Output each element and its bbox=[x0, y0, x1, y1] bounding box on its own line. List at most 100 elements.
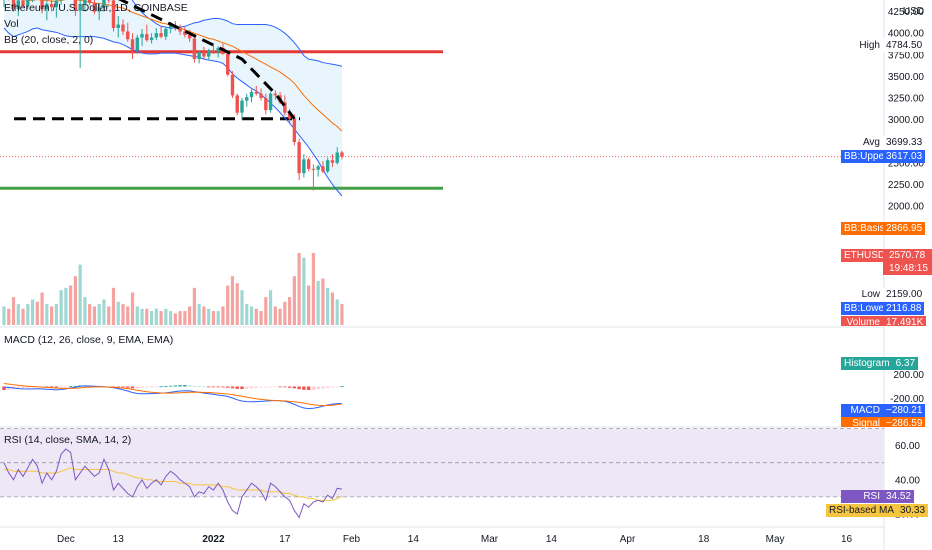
candle[interactable] bbox=[340, 150, 344, 160]
candle[interactable] bbox=[159, 25, 163, 39]
candle-body bbox=[330, 160, 335, 163]
bb-legend[interactable]: BB (20, close, 2, 0) bbox=[4, 34, 94, 46]
candle[interactable] bbox=[211, 44, 216, 54]
candle-body bbox=[149, 37, 154, 41]
bb-lower-line bbox=[3, 27, 343, 197]
candle[interactable] bbox=[330, 154, 335, 168]
candle-body bbox=[154, 33, 159, 38]
volume-bar bbox=[240, 290, 244, 325]
candle-body bbox=[78, 3, 82, 11]
candle[interactable] bbox=[240, 98, 244, 120]
candle[interactable] bbox=[306, 157, 311, 172]
candle[interactable] bbox=[130, 33, 135, 60]
candle[interactable] bbox=[97, 2, 101, 21]
candle[interactable] bbox=[26, 0, 30, 10]
candle[interactable] bbox=[192, 34, 197, 63]
ethusd-tag[interactable]: ETHUSD 2570.78 19:48:15 bbox=[841, 249, 932, 275]
price-tick-label: 2000.00 bbox=[888, 202, 925, 213]
candle[interactable] bbox=[259, 88, 263, 101]
candle[interactable] bbox=[121, 19, 125, 35]
volume-bar bbox=[164, 308, 168, 325]
candle-body bbox=[283, 102, 287, 113]
high-value: 4784.50 bbox=[883, 39, 926, 52]
candle[interactable] bbox=[21, 0, 25, 8]
volume-bar bbox=[145, 308, 149, 325]
macd-legend[interactable]: MACD (12, 26, close, 9, EMA, EMA) bbox=[4, 334, 174, 346]
candle[interactable] bbox=[178, 24, 182, 35]
volume-bar bbox=[316, 280, 320, 325]
candle[interactable] bbox=[59, 0, 63, 5]
volume-bar bbox=[283, 301, 287, 325]
candle[interactable] bbox=[83, 0, 87, 12]
candle[interactable] bbox=[78, 0, 82, 68]
candle[interactable] bbox=[254, 85, 258, 96]
candle[interactable] bbox=[92, 0, 97, 15]
candle[interactable] bbox=[197, 50, 201, 64]
candle[interactable] bbox=[111, 0, 116, 32]
candle-body bbox=[230, 74, 235, 96]
volume-bar bbox=[64, 287, 68, 325]
candle[interactable] bbox=[335, 147, 339, 165]
candle[interactable] bbox=[235, 93, 239, 116]
volume-bar bbox=[83, 297, 87, 325]
candle[interactable] bbox=[202, 47, 206, 60]
candle[interactable] bbox=[230, 71, 235, 98]
candles[interactable] bbox=[2, 0, 344, 191]
macd-histogram-bar bbox=[159, 386, 163, 388]
candle[interactable] bbox=[311, 164, 316, 191]
candle[interactable] bbox=[268, 91, 273, 113]
candle[interactable] bbox=[135, 34, 139, 54]
candle[interactable] bbox=[126, 22, 130, 42]
downtrend-line[interactable] bbox=[66, 0, 296, 120]
candle[interactable] bbox=[292, 114, 297, 146]
candle-body bbox=[45, 3, 49, 10]
candle[interactable] bbox=[273, 90, 278, 100]
candle[interactable] bbox=[187, 29, 192, 42]
candle[interactable] bbox=[302, 154, 306, 178]
candle[interactable] bbox=[283, 95, 287, 116]
rsi-legend[interactable]: RSI (14, close, SMA, 14, 2) bbox=[4, 434, 132, 446]
candle[interactable] bbox=[11, 0, 16, 12]
time-tick-label: 2022 bbox=[202, 534, 225, 545]
candle[interactable] bbox=[216, 46, 220, 58]
candle[interactable] bbox=[154, 28, 159, 41]
volume-bar bbox=[211, 311, 216, 325]
candle[interactable] bbox=[145, 24, 149, 42]
bb-basis-value: 2866.95 bbox=[883, 222, 926, 235]
candle[interactable] bbox=[249, 89, 254, 103]
volume-bar bbox=[321, 278, 325, 325]
candle[interactable] bbox=[2, 0, 5, 8]
candle[interactable] bbox=[40, 0, 44, 14]
candle[interactable] bbox=[297, 138, 301, 181]
macd-histogram-bar bbox=[126, 386, 130, 388]
candle[interactable] bbox=[206, 48, 211, 60]
trend-lines[interactable] bbox=[66, 0, 296, 120]
candle[interactable] bbox=[16, 0, 20, 16]
candle[interactable] bbox=[149, 33, 154, 44]
macd-histogram-bar bbox=[21, 386, 25, 389]
candle[interactable] bbox=[264, 93, 268, 115]
candle[interactable] bbox=[73, 0, 78, 16]
candle[interactable] bbox=[107, 0, 111, 3]
candle[interactable] bbox=[316, 164, 320, 177]
candle[interactable] bbox=[102, 0, 106, 12]
symbol-title[interactable]: Ethereum / U.S. Dollar, 1D, COINBASE bbox=[4, 2, 188, 14]
candle[interactable] bbox=[140, 28, 144, 47]
candle[interactable] bbox=[49, 0, 54, 12]
candle[interactable] bbox=[116, 15, 120, 38]
candle-body bbox=[54, 0, 59, 8]
candle[interactable] bbox=[245, 93, 249, 107]
candle-body bbox=[49, 3, 54, 8]
candle[interactable] bbox=[164, 26, 168, 41]
candle[interactable] bbox=[226, 50, 230, 77]
candle[interactable] bbox=[325, 157, 330, 174]
volume-legend[interactable]: Vol bbox=[4, 18, 19, 30]
level-lines[interactable] bbox=[0, 50, 884, 190]
volume-bars bbox=[2, 253, 344, 325]
candle[interactable] bbox=[87, 0, 92, 6]
candle[interactable] bbox=[45, 0, 49, 21]
candle[interactable] bbox=[321, 161, 325, 174]
candle[interactable] bbox=[54, 0, 59, 18]
rsi-tick-label: 40.00 bbox=[895, 475, 920, 486]
